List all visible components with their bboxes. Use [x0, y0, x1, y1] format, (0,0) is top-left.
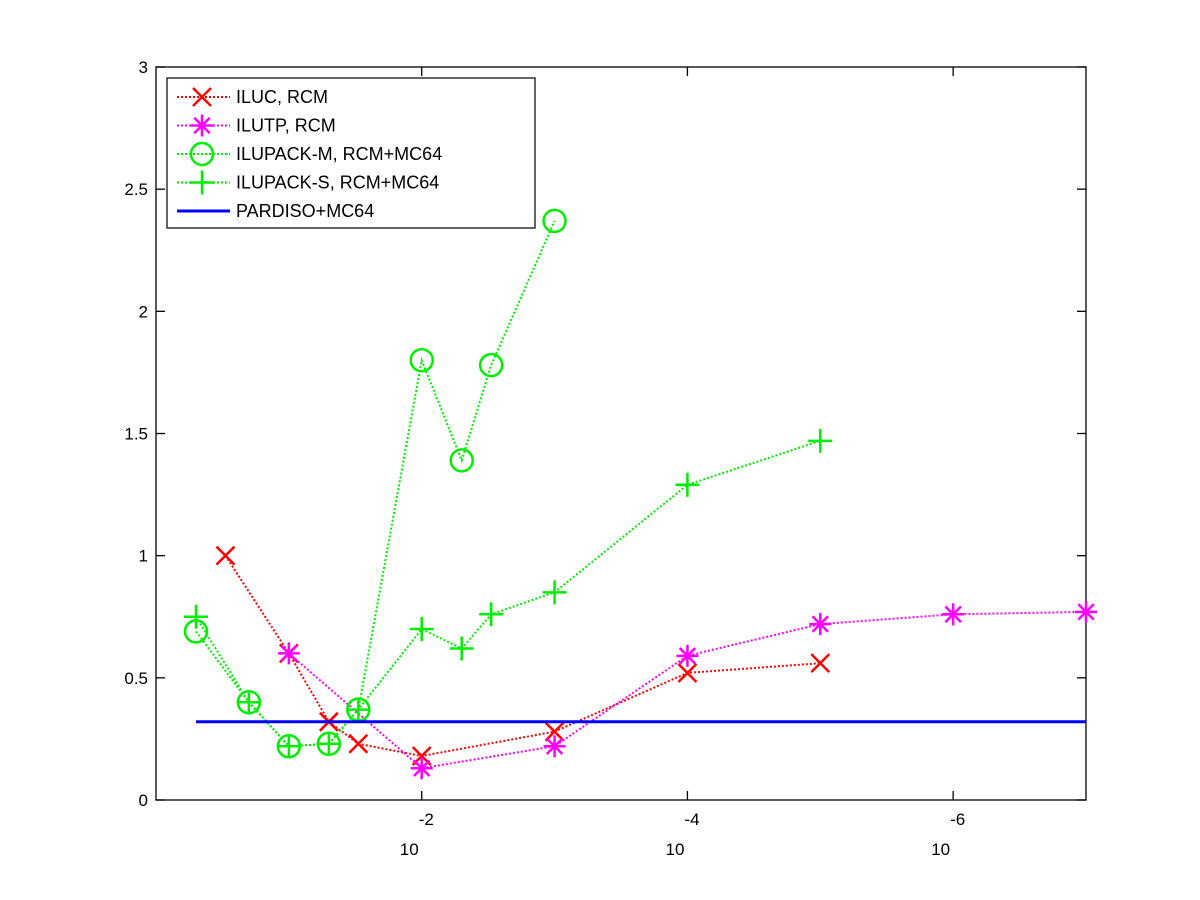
data-point	[215, 545, 236, 566]
data-point	[277, 642, 300, 665]
data-point	[348, 733, 369, 754]
data-point	[810, 653, 831, 674]
legend-item: ILUTP, RCM	[177, 114, 336, 137]
data-point	[409, 616, 434, 641]
data-point	[478, 352, 504, 378]
legend-marker	[192, 87, 212, 107]
legend-item: ILUPACK-M, RCM+MC64	[177, 141, 442, 167]
legend-item: PARDISO+MC64	[177, 201, 374, 221]
y-tick-label: 0	[139, 791, 148, 810]
data-point	[410, 757, 433, 780]
data-point	[479, 602, 504, 627]
series-layer	[183, 208, 1097, 780]
x-tick-exponent: -4	[684, 810, 699, 829]
series-2	[277, 600, 1097, 780]
data-point	[449, 448, 474, 473]
legend: ILUC, RCM ILUTP, RCM ILUPACK-M, RCM+MC64 IL…	[166, 77, 536, 229]
x-tick-exponent: -6	[950, 810, 965, 829]
data-point	[809, 613, 832, 636]
legend-box	[166, 77, 536, 229]
legend-label: ILUC, RCM	[236, 87, 328, 107]
data-point	[276, 734, 301, 759]
legend-label: ILUPACK-M, RCM+MC64	[236, 144, 442, 164]
series-4	[183, 428, 833, 759]
data-point	[676, 644, 699, 667]
series-line	[224, 555, 821, 758]
data-point	[675, 472, 700, 497]
data-point	[346, 697, 371, 722]
data-point	[544, 721, 565, 742]
legend-label: PARDISO+MC64	[236, 201, 374, 221]
x-tick-base: 10	[931, 840, 950, 859]
legend-item: ILUPACK-S, RCM+MC64	[177, 170, 439, 195]
y-tick-label: 3	[139, 58, 148, 77]
y-tick-label: 1	[139, 547, 148, 566]
data-point	[542, 580, 567, 605]
data-point	[409, 347, 434, 373]
y-tick-label: 2	[139, 302, 148, 321]
legend-marker	[191, 114, 213, 137]
y-tick-label: 1.5	[124, 425, 148, 444]
series-line	[195, 439, 821, 748]
x-tick-exponent: -2	[419, 810, 434, 829]
data-point	[808, 428, 833, 453]
data-point	[543, 735, 566, 758]
y-tick-label: 0.5	[124, 669, 148, 688]
legend-label: ILUTP, RCM	[236, 116, 336, 136]
legend-marker	[189, 141, 215, 167]
legend-marker	[190, 170, 214, 195]
data-point	[542, 208, 567, 234]
data-point	[1075, 600, 1097, 623]
data-point	[183, 604, 208, 629]
y-tick-label: 2.5	[124, 180, 148, 199]
data-point	[236, 690, 261, 715]
data-point	[316, 731, 341, 756]
legend-label: ILUPACK-S, RCM+MC64	[236, 173, 439, 193]
data-point	[942, 603, 965, 626]
x-tick-base: 10	[400, 840, 419, 859]
x-tick-base: 10	[666, 840, 685, 859]
legend-item: ILUC, RCM	[177, 87, 328, 107]
data-point	[449, 636, 474, 661]
data-point	[677, 663, 698, 683]
